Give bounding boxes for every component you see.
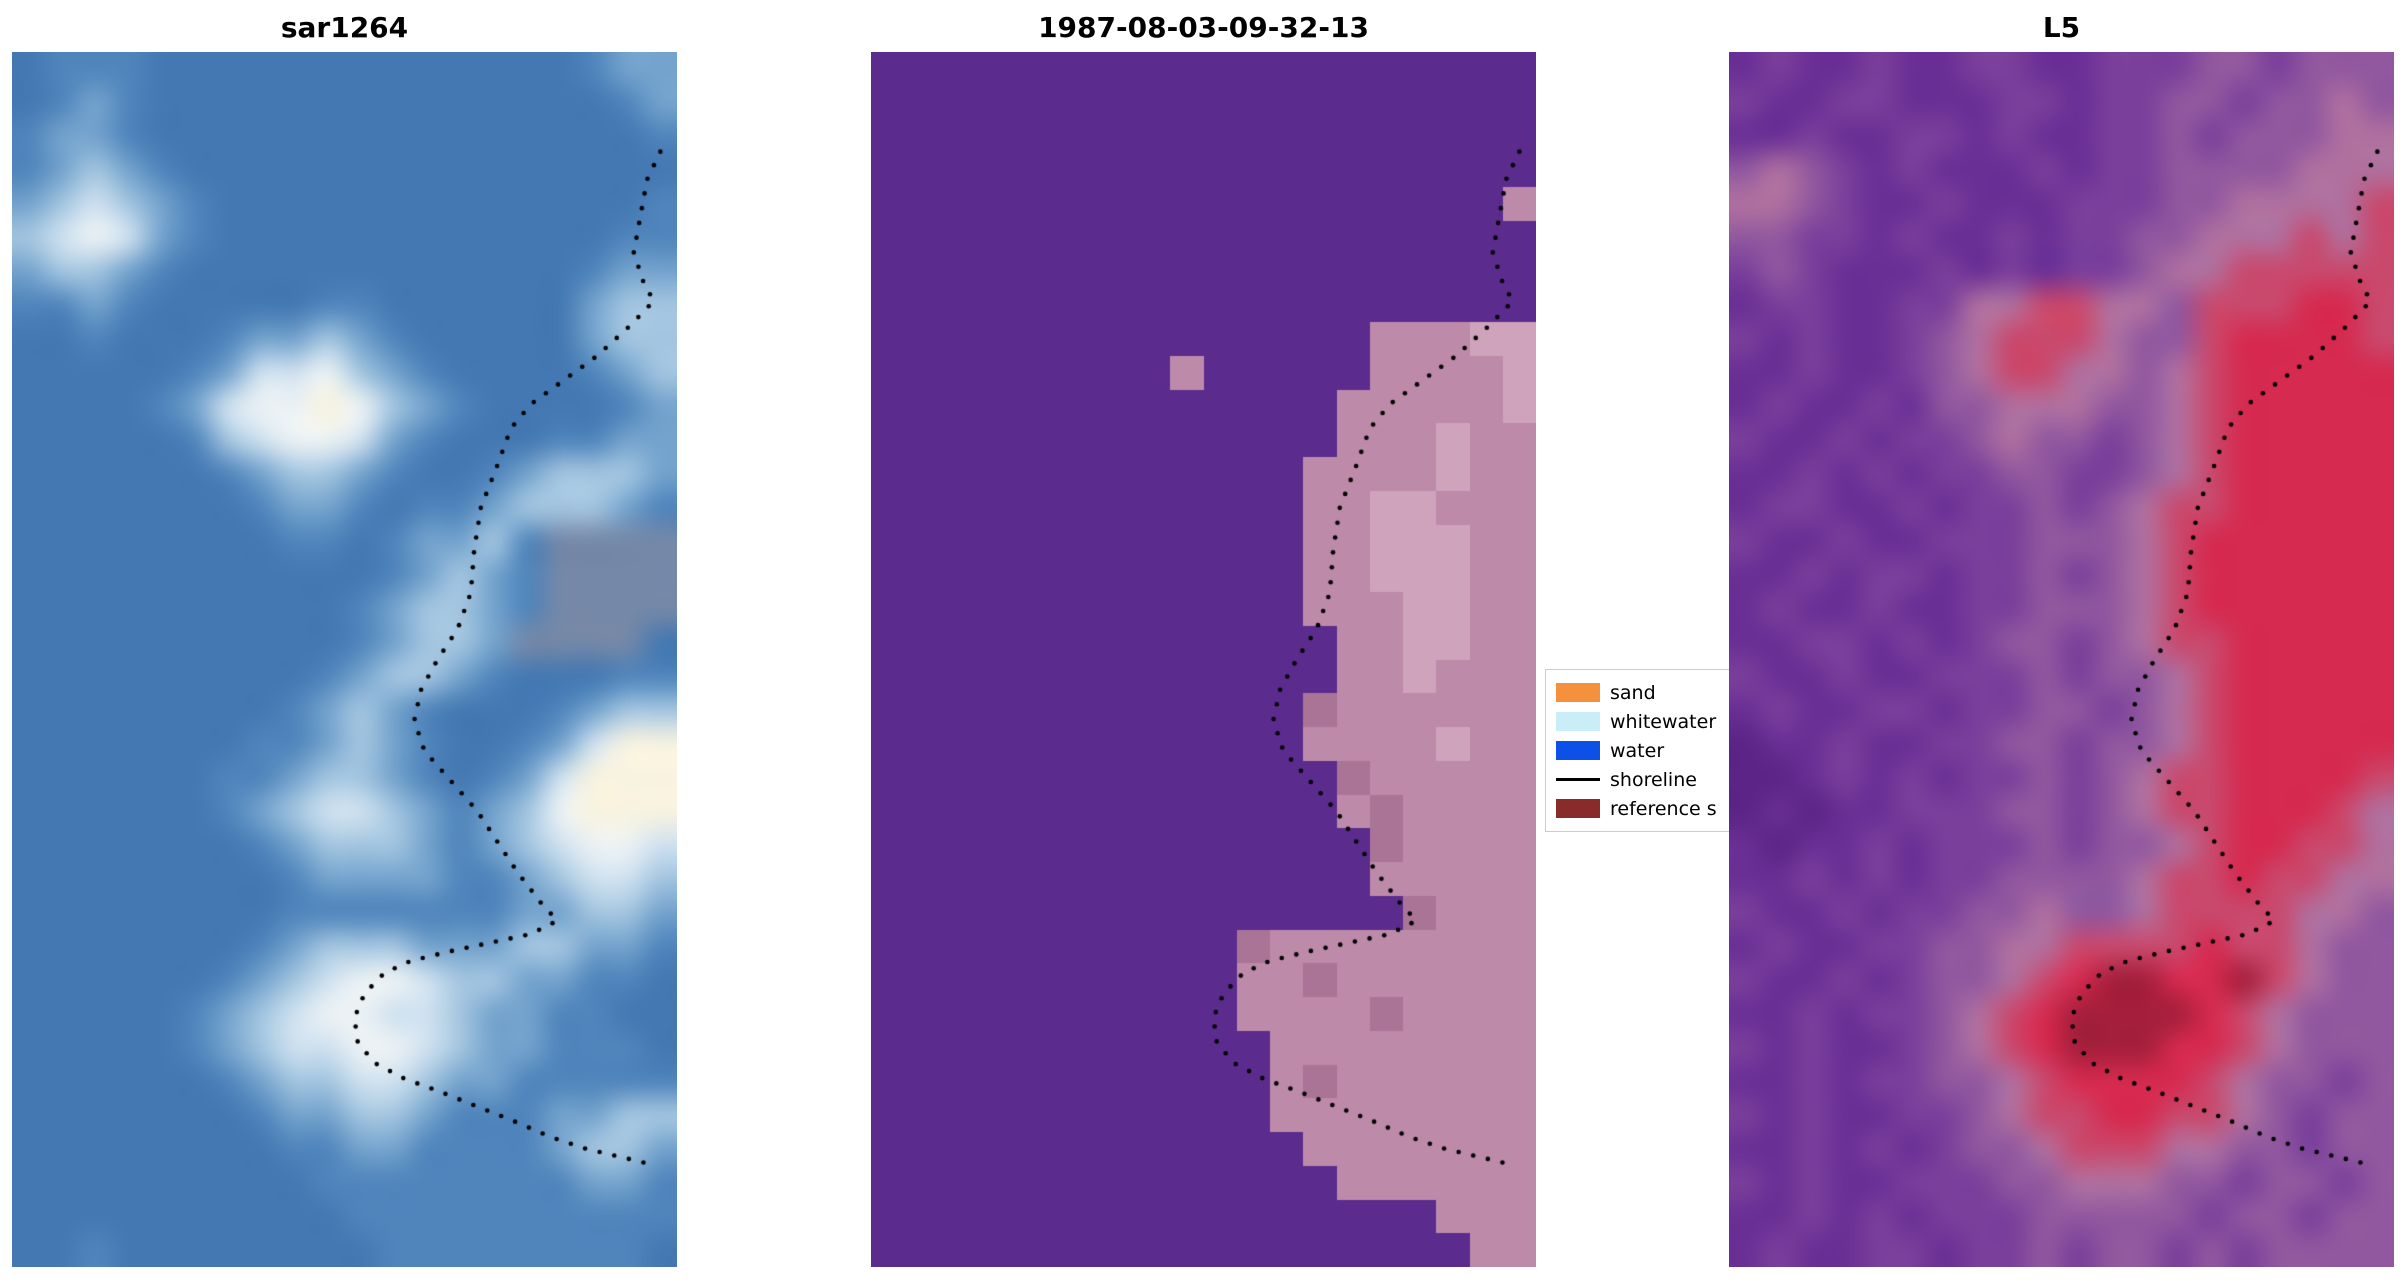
- legend: sand whitewater water shoreline referenc…: [1545, 669, 1733, 832]
- panel-image-sar: [12, 52, 677, 1267]
- panel-title-timestamp: 1987-08-03-09-32-13: [1038, 11, 1369, 44]
- sand-color-swatch: [1556, 683, 1600, 702]
- panel-image-classified: [871, 52, 1536, 1267]
- panel-image-l5: [1729, 52, 2394, 1267]
- legend-item-reference-shoreline: reference s: [1556, 794, 1722, 823]
- panel-title-sar: sar1264: [280, 11, 409, 44]
- legend-label-water: water: [1610, 739, 1665, 762]
- legend-label-whitewater: whitewater: [1610, 710, 1717, 733]
- legend-item-whitewater: whitewater: [1556, 707, 1722, 736]
- reference-shoreline-color-swatch: [1556, 799, 1600, 818]
- whitewater-color-swatch: [1556, 712, 1600, 731]
- legend-item-shoreline: shoreline: [1556, 765, 1722, 794]
- legend-label-sand: sand: [1610, 681, 1656, 704]
- legend-item-sand: sand: [1556, 678, 1722, 707]
- panel-title-l5: L5: [2042, 11, 2081, 44]
- shoreline-line-swatch: [1556, 778, 1600, 781]
- legend-label-reference-shoreline: reference s: [1610, 797, 1717, 820]
- legend-item-water: water: [1556, 736, 1722, 765]
- legend-label-shoreline: shoreline: [1610, 768, 1697, 791]
- water-color-swatch: [1556, 741, 1600, 760]
